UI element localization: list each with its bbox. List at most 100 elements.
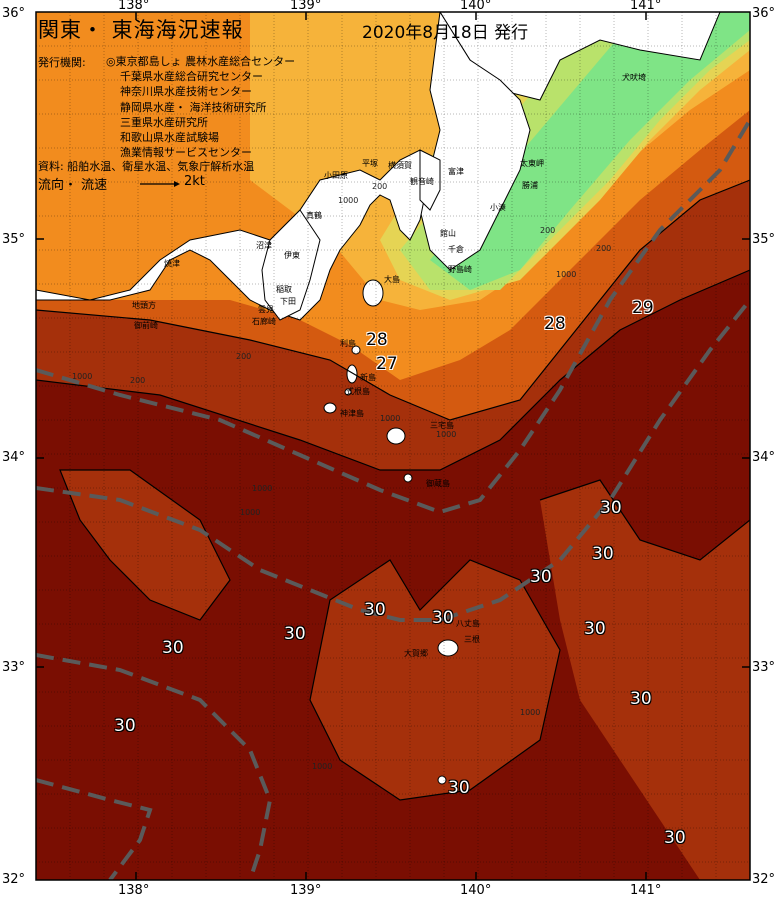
top-longitude-label: 139°: [290, 0, 322, 13]
place-label: 焼津: [164, 259, 180, 268]
temperature-label: 30: [448, 778, 470, 798]
depth-label: 1000: [338, 196, 359, 205]
bottom-longitude-label: 138°: [118, 883, 150, 898]
left-latitude-label: 36°: [2, 6, 26, 21]
niijima-island: [346, 364, 358, 384]
temperature-label: 27: [376, 354, 398, 374]
place-label: 千倉: [448, 245, 464, 254]
place-label: 伊東: [284, 251, 300, 260]
depth-label: 200: [130, 376, 146, 385]
place-label: 横須賀: [388, 161, 412, 170]
temperature-label: 30: [630, 689, 652, 709]
right-latitude-label: 35°: [752, 232, 776, 247]
place-label: 八丈島: [456, 619, 480, 628]
depth-label: 1000: [72, 372, 93, 381]
depth-label: 1000: [240, 508, 261, 517]
place-label: 稲取: [276, 285, 292, 294]
temperature-label: 30: [664, 828, 686, 848]
sea-29c-zone-east: [540, 480, 750, 880]
place-label: 小湊: [490, 203, 506, 212]
top-longitude-label: 138°: [118, 0, 150, 13]
hachijojima-island: [437, 639, 459, 657]
temperature-label: 30: [432, 608, 454, 628]
temperature-label: 28: [544, 314, 566, 334]
place-label: 御蔵島: [426, 479, 450, 488]
oshima-island: [362, 279, 384, 307]
place-label: 勝浦: [522, 181, 538, 190]
shikinejima-island: [344, 388, 352, 396]
place-label: 平塚: [362, 159, 378, 168]
land-izu-peninsula: [261, 209, 321, 321]
depth-label: 1000: [436, 430, 457, 439]
temperature-label: 30: [600, 498, 622, 518]
temperature-label: 30: [592, 544, 614, 564]
place-label: 石廊崎: [252, 317, 276, 326]
place-label: 沼津: [256, 241, 272, 250]
temperature-label: 30: [584, 619, 606, 639]
place-label: 観音崎: [410, 177, 434, 186]
left-latitude-label: 35°: [2, 232, 26, 247]
kuroshio-axis: [36, 118, 750, 880]
place-label: 太東岬: [520, 159, 544, 168]
place-label: 三宅島: [430, 421, 454, 430]
place-label: 富津: [448, 167, 464, 176]
bottom-longitude-label: 139°: [290, 883, 322, 898]
sea-29c-zone-west: [60, 470, 230, 620]
depth-label: 200: [540, 226, 556, 235]
depth-label: 200: [236, 352, 252, 361]
depth-label: 1000: [312, 762, 333, 771]
left-latitude-label: 33°: [2, 660, 26, 675]
temperature-label: 30: [162, 638, 184, 658]
place-label: 地頭方: [132, 301, 156, 310]
top-longitude-label: 140°: [460, 0, 492, 13]
kozushima-island: [323, 402, 337, 414]
isotherm-lines: [36, 179, 750, 801]
right-latitude-label: 34°: [752, 450, 776, 465]
depth-label: 200: [372, 182, 388, 191]
temperature-label: 29: [632, 298, 654, 318]
right-latitude-label: 32°: [752, 872, 776, 887]
map-frame: [35, 11, 751, 881]
place-label: 神津島: [340, 409, 364, 418]
place-label: 小田原: [324, 171, 348, 180]
place-label: 大島: [384, 275, 400, 284]
place-label: 真鶴: [306, 211, 322, 220]
temperature-label: 30: [530, 567, 552, 587]
right-latitude-label: 36°: [752, 6, 776, 21]
depth-label: 1000: [380, 414, 401, 423]
axis-ticks: [36, 12, 750, 880]
place-label: 下田: [280, 297, 296, 306]
place-label: 式根島: [346, 387, 370, 396]
bottom-longitude-label: 141°: [630, 883, 662, 898]
miyakejima-island: [386, 427, 406, 445]
place-label: 大賀郷: [404, 649, 428, 658]
place-label: 犬吠埼: [622, 73, 646, 82]
sea-29c-zone-south: [310, 560, 560, 800]
place-label: 新島: [360, 373, 376, 382]
temperature-label: 30: [364, 600, 386, 620]
temperature-label: 30: [114, 716, 136, 736]
left-latitude-label: 32°: [2, 872, 26, 887]
depth-label: 1000: [556, 270, 577, 279]
place-label: 雲見: [258, 305, 274, 314]
bottom-longitude-label: 140°: [460, 883, 492, 898]
place-label: 三根: [464, 635, 480, 644]
place-label: 館山: [440, 229, 456, 238]
place-label: 利島: [340, 339, 356, 348]
place-label: 御前崎: [134, 321, 158, 330]
temperature-label: 28: [366, 330, 388, 350]
sea-23c-zone: [430, 12, 750, 290]
top-longitude-label: 141°: [630, 0, 662, 13]
left-latitude-label: 34°: [2, 450, 26, 465]
depth-label: 200: [596, 244, 612, 253]
depth-label: 1000: [520, 708, 541, 717]
place-label: 野島崎: [448, 265, 472, 274]
land-miura-peninsula: [419, 149, 441, 211]
right-latitude-label: 33°: [752, 660, 776, 675]
lat-lon-grid: [36, 12, 750, 880]
mikurajima-island: [403, 473, 413, 483]
temperature-label: 30: [284, 624, 306, 644]
depth-label: 1000: [252, 484, 273, 493]
aogashima-island: [437, 775, 447, 785]
